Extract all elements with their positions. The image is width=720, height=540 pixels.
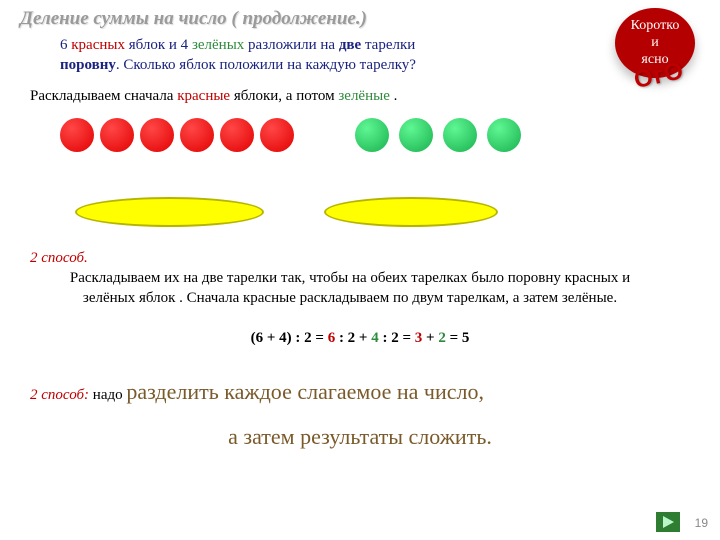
red-apple (140, 118, 174, 152)
red-apple (100, 118, 134, 152)
fg: + (426, 330, 438, 346)
s4: зелёные (338, 88, 393, 104)
next-arrow-icon (656, 512, 680, 532)
green-apple (399, 118, 433, 152)
s5: . (394, 88, 398, 104)
slide-title: Деление суммы на число ( продолжение.) (20, 8, 367, 30)
rule-pre: надо (89, 387, 126, 403)
p2b: . Сколько яблок положили на каждую тарел… (116, 57, 416, 73)
red-apple (60, 118, 94, 152)
method2-label-text: 2 способ. (30, 250, 88, 266)
p1d: зелёных (192, 37, 248, 53)
fd: 4 (371, 330, 382, 346)
p2a: поровну (60, 57, 116, 73)
fb: 6 (328, 330, 339, 346)
step-text: Раскладываем сначала красные яблоки, а п… (30, 88, 650, 105)
badge-line2: и (615, 35, 695, 52)
fe: : 2 = (382, 330, 414, 346)
p1e: разложили на (248, 37, 339, 53)
green-apple (443, 118, 477, 152)
formula: (6 + 4) : 2 = 6 : 2 + 4 : 2 = 3 + 2 = 5 (0, 330, 720, 347)
p1c: яблок и 4 (129, 37, 192, 53)
rule-label: 2 способ: (30, 387, 89, 403)
fi: = 5 (450, 330, 470, 346)
p1b: красных (71, 37, 128, 53)
s2: красные (177, 88, 234, 104)
p1f: две (339, 37, 365, 53)
p1a: 6 (60, 37, 71, 53)
green-apple (355, 118, 389, 152)
page-number: 19 (695, 516, 708, 530)
body2-text: Раскладываем их на две тарелки так, чтоб… (70, 270, 630, 306)
next-button[interactable] (656, 512, 680, 532)
problem-statement: 6 красных яблок и 4 зелёных разложили на… (60, 35, 580, 76)
method2-body: Раскладываем их на две тарелки так, чтоб… (50, 268, 650, 309)
s1: Раскладываем сначала (30, 88, 177, 104)
apples-row (60, 118, 531, 152)
fc: : 2 + (339, 330, 371, 346)
red-apple (220, 118, 254, 152)
p1g: тарелки (365, 37, 415, 53)
fa: (6 + 4) : 2 = (251, 330, 328, 346)
fh: 2 (438, 330, 449, 346)
title-text: Деление суммы на число ( продолжение.) (20, 8, 367, 29)
red-apple (180, 118, 214, 152)
rule-main2: а затем результаты сложить. (228, 424, 492, 449)
rule-block: 2 способ: надо разделить каждое слагаемо… (30, 375, 690, 453)
red-apple (260, 118, 294, 152)
plate (75, 197, 264, 227)
plate (324, 197, 498, 227)
ff: 3 (415, 330, 426, 346)
badge-line1: Коротко (615, 18, 695, 35)
s3: яблоки, а потом (234, 88, 339, 104)
green-apple (487, 118, 521, 152)
rule-main1: разделить каждое слагаемое на число, (126, 379, 484, 404)
method2-label: 2 способ. (30, 250, 88, 267)
plates-row (75, 197, 498, 232)
